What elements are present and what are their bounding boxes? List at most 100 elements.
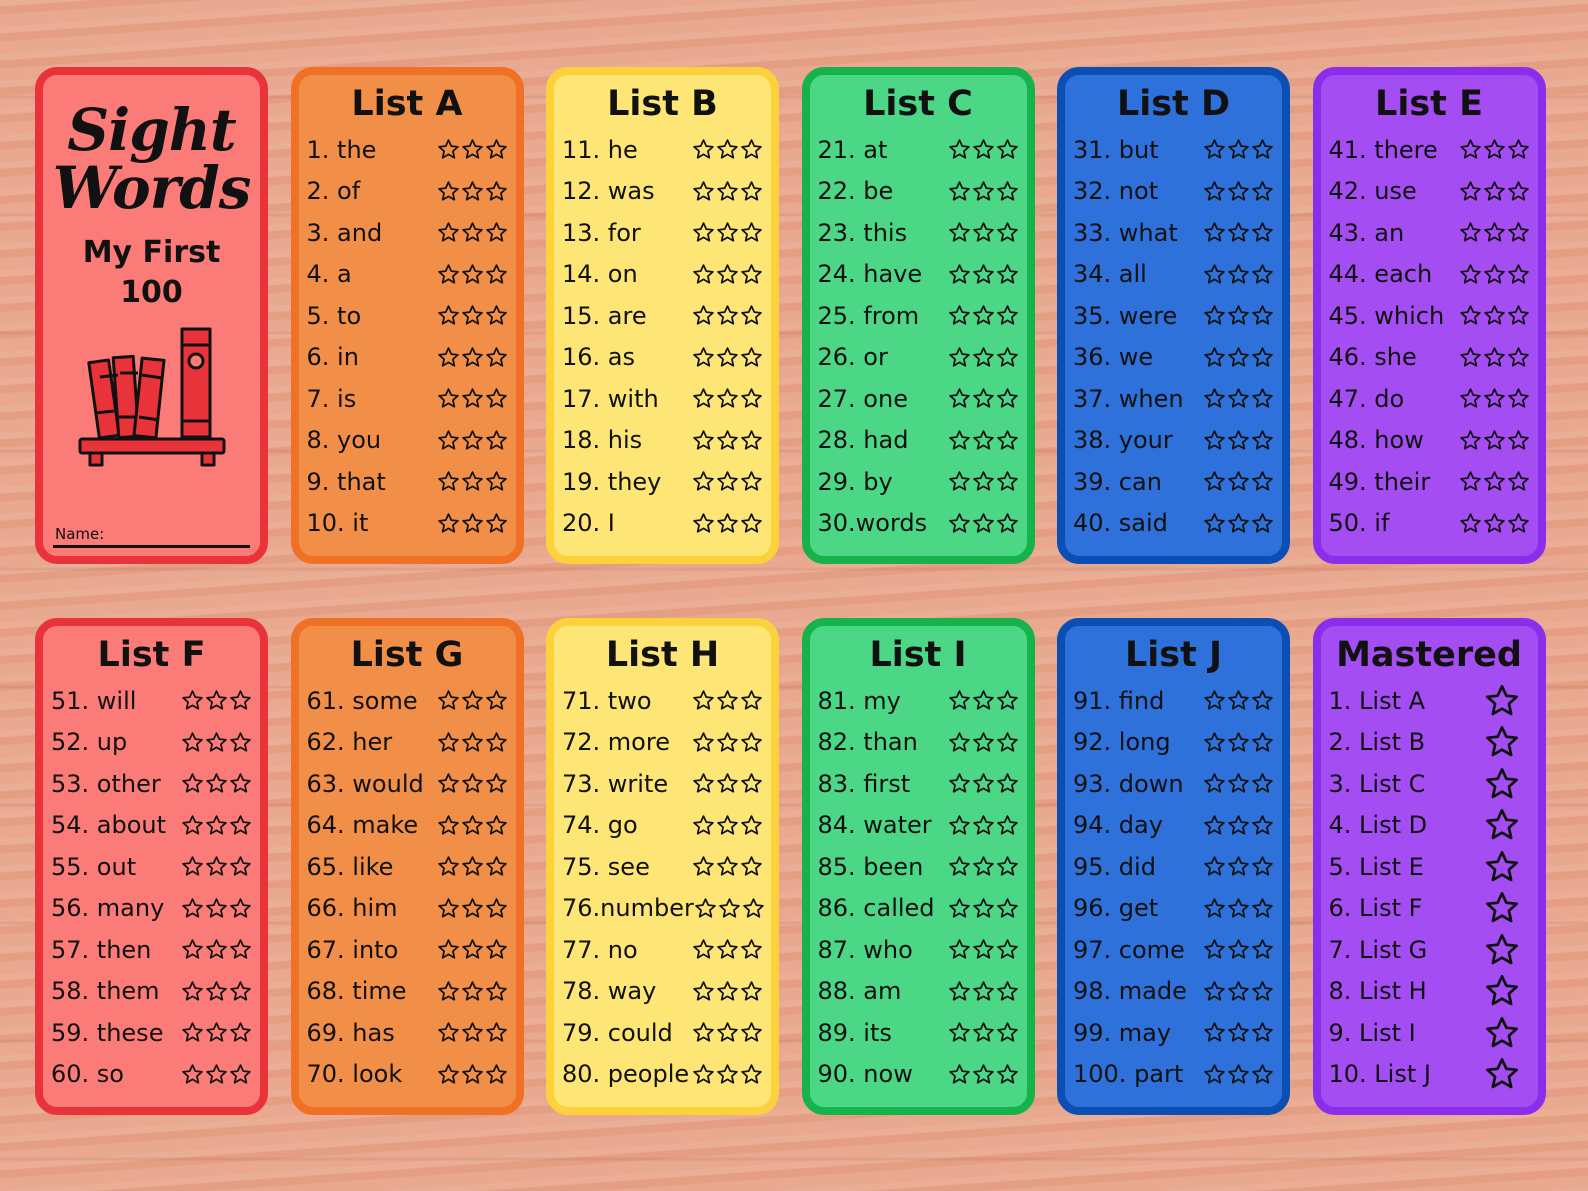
star-icon[interactable]	[485, 263, 508, 286]
star-icon[interactable]	[996, 512, 1019, 535]
star-icon[interactable]	[996, 387, 1019, 410]
star-rating[interactable]	[1203, 897, 1274, 920]
star-icon[interactable]	[437, 814, 460, 837]
star-icon[interactable]	[694, 897, 717, 920]
star-icon[interactable]	[692, 814, 715, 837]
star-icon[interactable]	[948, 731, 971, 754]
star-icon[interactable]	[948, 897, 971, 920]
star-icon[interactable]	[1227, 1021, 1250, 1044]
star-rating[interactable]	[948, 221, 1019, 244]
star-icon[interactable]	[437, 346, 460, 369]
star-icon[interactable]	[461, 1021, 484, 1044]
star-icon[interactable]	[1483, 304, 1506, 327]
star-rating[interactable]	[694, 897, 765, 920]
star-icon[interactable]	[461, 772, 484, 795]
star-icon[interactable]	[461, 980, 484, 1003]
star-icon[interactable]	[437, 429, 460, 452]
star-icon[interactable]	[229, 1021, 252, 1044]
star-icon[interactable]	[716, 387, 739, 410]
star-icon[interactable]	[461, 1063, 484, 1086]
star-icon[interactable]	[1227, 980, 1250, 1003]
star-icon[interactable]	[972, 1021, 995, 1044]
star-icon[interactable]	[1203, 855, 1226, 878]
star-icon[interactable]	[1483, 387, 1506, 410]
star-icon[interactable]	[740, 304, 763, 327]
star-rating[interactable]	[437, 814, 508, 837]
star-rating[interactable]	[948, 897, 1019, 920]
star-icon[interactable]	[1507, 180, 1530, 203]
star-rating[interactable]	[1203, 304, 1274, 327]
star-icon[interactable]	[437, 470, 460, 493]
star-icon[interactable]	[692, 689, 715, 712]
star-icon[interactable]	[692, 772, 715, 795]
star-icon[interactable]	[437, 1063, 460, 1086]
star-icon[interactable]	[1203, 689, 1226, 712]
star-icon[interactable]	[948, 814, 971, 837]
star-rating[interactable]	[1203, 346, 1274, 369]
star-icon[interactable]	[716, 512, 739, 535]
star-icon[interactable]	[716, 304, 739, 327]
star-icon[interactable]	[205, 731, 228, 754]
star-icon[interactable]	[1459, 429, 1482, 452]
star-rating[interactable]	[437, 429, 508, 452]
star-icon[interactable]	[485, 772, 508, 795]
star-icon[interactable]	[1483, 180, 1506, 203]
star-icon[interactable]	[1203, 470, 1226, 493]
star-icon[interactable]	[181, 938, 204, 961]
star-icon[interactable]	[205, 772, 228, 795]
star-rating[interactable]	[948, 772, 1019, 795]
star-icon[interactable]	[485, 512, 508, 535]
star-rating[interactable]	[692, 387, 763, 410]
star-rating[interactable]	[692, 221, 763, 244]
star-icon[interactable]	[461, 221, 484, 244]
star-icon[interactable]	[437, 772, 460, 795]
star-icon[interactable]	[692, 180, 715, 203]
star-icon[interactable]	[485, 897, 508, 920]
star-icon[interactable]	[1251, 138, 1274, 161]
star-icon[interactable]	[1459, 304, 1482, 327]
star-icon[interactable]	[972, 180, 995, 203]
star-icon[interactable]	[485, 938, 508, 961]
star-icon[interactable]	[972, 263, 995, 286]
star-rating[interactable]	[1459, 346, 1530, 369]
star-icon[interactable]	[716, 938, 739, 961]
star-rating[interactable]	[1203, 429, 1274, 452]
star-icon[interactable]	[740, 731, 763, 754]
star-icon[interactable]	[716, 221, 739, 244]
star-rating[interactable]	[1203, 387, 1274, 410]
star-icon[interactable]	[1484, 932, 1520, 968]
star-icon[interactable]	[485, 980, 508, 1003]
star-icon[interactable]	[716, 689, 739, 712]
star-rating[interactable]	[948, 346, 1019, 369]
star-rating[interactable]	[1203, 221, 1274, 244]
star-icon[interactable]	[1203, 429, 1226, 452]
star-rating[interactable]	[1203, 180, 1274, 203]
star-icon[interactable]	[692, 346, 715, 369]
star-rating[interactable]	[692, 263, 763, 286]
star-icon[interactable]	[996, 346, 1019, 369]
star-icon[interactable]	[948, 980, 971, 1003]
star-icon[interactable]	[229, 938, 252, 961]
star-rating[interactable]	[692, 731, 763, 754]
star-icon[interactable]	[996, 814, 1019, 837]
star-icon[interactable]	[742, 897, 765, 920]
star-rating[interactable]	[437, 180, 508, 203]
star-icon[interactable]	[1484, 890, 1520, 926]
star-icon[interactable]	[1483, 512, 1506, 535]
star-icon[interactable]	[948, 180, 971, 203]
star-rating[interactable]	[1484, 766, 1530, 802]
star-rating[interactable]	[437, 387, 508, 410]
star-icon[interactable]	[1251, 731, 1274, 754]
star-icon[interactable]	[1203, 180, 1226, 203]
star-icon[interactable]	[972, 470, 995, 493]
star-icon[interactable]	[996, 1063, 1019, 1086]
star-icon[interactable]	[1459, 180, 1482, 203]
star-icon[interactable]	[181, 855, 204, 878]
star-icon[interactable]	[716, 263, 739, 286]
star-icon[interactable]	[1203, 263, 1226, 286]
star-rating[interactable]	[1484, 973, 1530, 1009]
star-icon[interactable]	[1251, 814, 1274, 837]
star-icon[interactable]	[181, 814, 204, 837]
star-icon[interactable]	[692, 1063, 715, 1086]
star-rating[interactable]	[181, 814, 252, 837]
